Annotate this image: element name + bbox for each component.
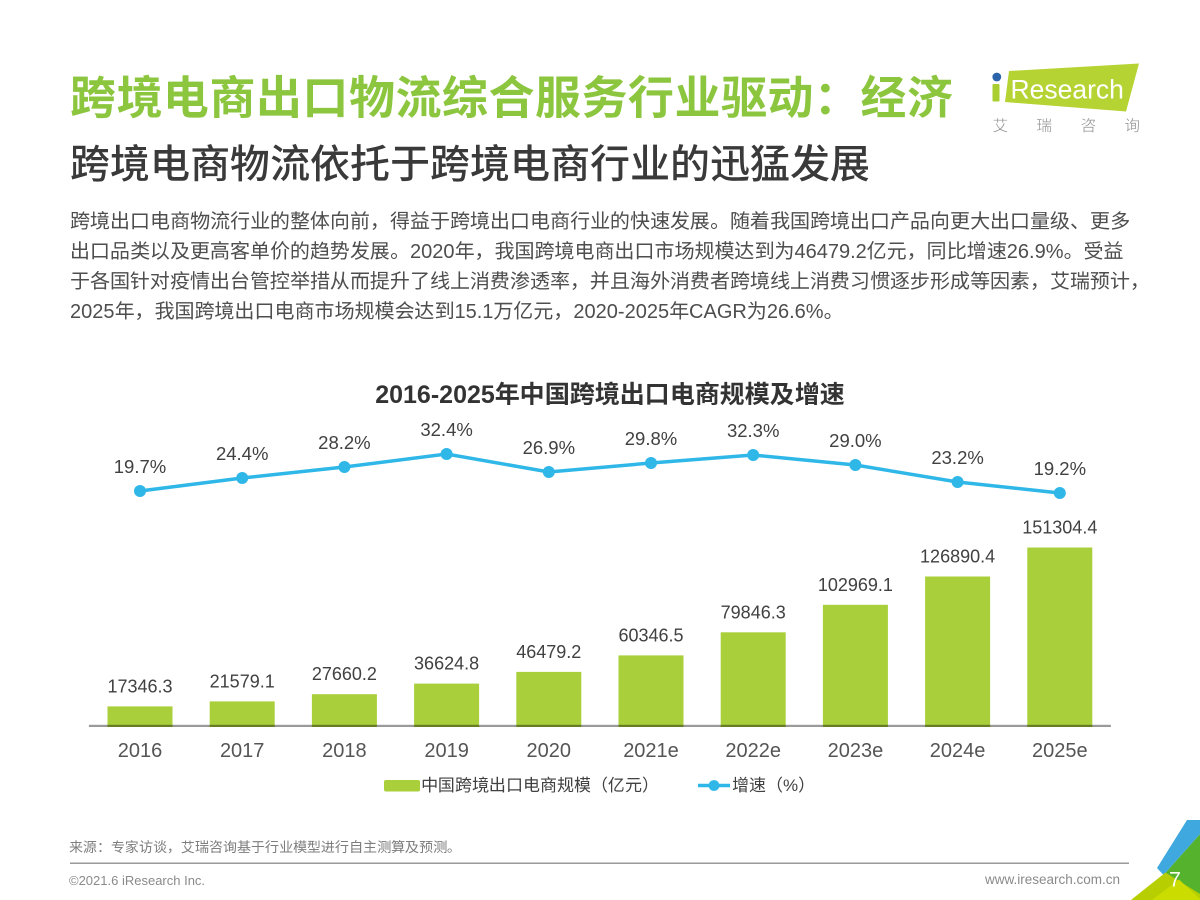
svg-text:2025e: 2025e — [1032, 740, 1088, 762]
svg-text:79846.3: 79846.3 — [721, 602, 786, 622]
svg-text:23.2%: 23.2% — [931, 447, 983, 468]
svg-text:Research: Research — [1011, 75, 1124, 105]
svg-text:29.8%: 29.8% — [625, 428, 677, 449]
svg-text:19.2%: 19.2% — [1034, 458, 1086, 479]
svg-text:2021e: 2021e — [623, 740, 679, 762]
svg-text:126890.4: 126890.4 — [920, 547, 995, 567]
svg-text:2022e: 2022e — [725, 740, 781, 762]
svg-text:19.7%: 19.7% — [114, 456, 166, 477]
svg-text:32.3%: 32.3% — [727, 420, 779, 441]
svg-text:21579.1: 21579.1 — [210, 671, 275, 691]
svg-text:32.4%: 32.4% — [420, 419, 472, 440]
svg-text:2024e: 2024e — [930, 740, 986, 762]
svg-text:24.4%: 24.4% — [216, 443, 268, 464]
svg-text:151304.4: 151304.4 — [1022, 518, 1097, 538]
svg-text:17346.3: 17346.3 — [107, 676, 172, 696]
svg-text:28.2%: 28.2% — [318, 432, 370, 453]
svg-text:7: 7 — [1169, 868, 1181, 892]
svg-text:艾瑞咨询: 艾瑞咨询 — [993, 117, 1169, 135]
svg-text:增速（%）: 增速（%） — [732, 776, 815, 795]
svg-text:36624.8: 36624.8 — [414, 654, 479, 674]
svg-text:2020: 2020 — [527, 740, 572, 762]
svg-text:2018: 2018 — [322, 740, 367, 762]
svg-text:中国跨境出口电商规模（亿元）: 中国跨境出口电商规模（亿元） — [421, 776, 659, 795]
svg-text:2016: 2016 — [118, 740, 163, 762]
svg-text:60346.5: 60346.5 — [618, 625, 683, 645]
svg-text:2017: 2017 — [220, 740, 265, 762]
svg-text:27660.2: 27660.2 — [312, 664, 377, 684]
svg-text:29.0%: 29.0% — [829, 430, 881, 451]
svg-text:2019: 2019 — [424, 740, 469, 762]
svg-text:2023e: 2023e — [828, 740, 884, 762]
svg-text:46479.2: 46479.2 — [516, 642, 581, 662]
svg-text:26.9%: 26.9% — [523, 437, 575, 458]
svg-text:102969.1: 102969.1 — [818, 575, 893, 595]
